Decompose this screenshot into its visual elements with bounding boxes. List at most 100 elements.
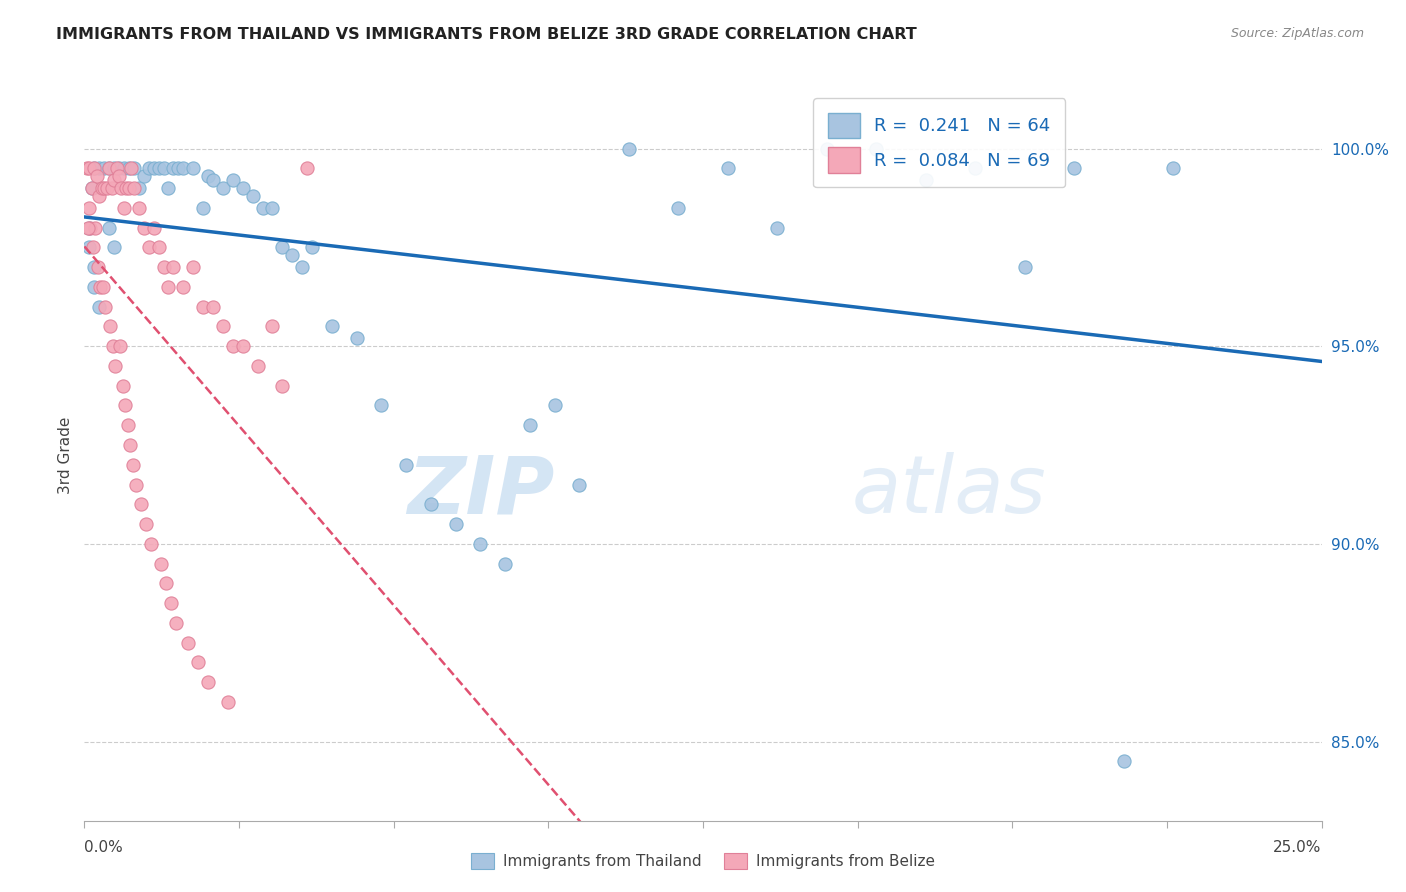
- Point: [222, 173, 245, 187]
- Point: [766, 220, 789, 235]
- Point: [617, 141, 640, 155]
- Point: [865, 141, 887, 155]
- Point: [101, 339, 124, 353]
- Point: [172, 280, 194, 294]
- Point: [172, 161, 194, 176]
- Point: [128, 201, 150, 215]
- Point: [108, 169, 131, 184]
- Point: [444, 517, 467, 532]
- Point: [252, 201, 274, 215]
- Point: [108, 339, 131, 353]
- Point: [152, 260, 174, 274]
- Point: [105, 161, 128, 176]
- Text: IMMIGRANTS FROM THAILAND VS IMMIGRANTS FROM BELIZE 3RD GRADE CORRELATION CHART: IMMIGRANTS FROM THAILAND VS IMMIGRANTS F…: [56, 27, 917, 42]
- Point: [222, 339, 245, 353]
- Point: [1161, 161, 1184, 176]
- Point: [815, 141, 838, 155]
- Point: [79, 220, 101, 235]
- Point: [197, 675, 219, 690]
- Point: [157, 280, 180, 294]
- Point: [94, 300, 117, 314]
- Point: [103, 173, 125, 187]
- Point: [76, 161, 98, 176]
- Point: [89, 300, 111, 314]
- Point: [157, 181, 180, 195]
- Point: [91, 280, 114, 294]
- Point: [162, 161, 184, 176]
- Point: [262, 201, 284, 215]
- Point: [271, 378, 294, 392]
- Point: [217, 695, 239, 709]
- Point: [202, 173, 225, 187]
- Point: [148, 240, 170, 254]
- Point: [543, 399, 565, 413]
- Point: [165, 615, 187, 630]
- Point: [271, 240, 294, 254]
- Point: [197, 169, 219, 184]
- Point: [395, 458, 418, 472]
- Point: [135, 517, 157, 532]
- Point: [914, 173, 936, 187]
- Point: [77, 220, 100, 235]
- Point: [83, 161, 105, 176]
- Point: [90, 181, 112, 195]
- Point: [138, 240, 160, 254]
- Point: [114, 399, 136, 413]
- Point: [115, 181, 138, 195]
- Point: [89, 280, 111, 294]
- Point: [242, 189, 264, 203]
- Point: [93, 161, 115, 176]
- Point: [79, 240, 101, 254]
- Point: [152, 161, 174, 176]
- Point: [301, 240, 323, 254]
- Point: [370, 399, 392, 413]
- Point: [1112, 755, 1135, 769]
- Text: ZIP: ZIP: [408, 452, 554, 531]
- Point: [187, 656, 209, 670]
- Point: [142, 161, 165, 176]
- Point: [79, 220, 101, 235]
- Point: [108, 161, 131, 176]
- Point: [212, 319, 235, 334]
- Point: [83, 260, 105, 274]
- Point: [138, 161, 160, 176]
- Point: [1014, 260, 1036, 274]
- Point: [191, 201, 214, 215]
- Point: [470, 537, 492, 551]
- Y-axis label: 3rd Grade: 3rd Grade: [58, 417, 73, 493]
- Point: [100, 181, 122, 195]
- Point: [132, 169, 155, 184]
- Point: [666, 201, 689, 215]
- Point: [98, 161, 121, 176]
- Point: [191, 300, 214, 314]
- Point: [83, 280, 105, 294]
- Point: [96, 181, 118, 195]
- Text: atlas: atlas: [852, 452, 1046, 531]
- Point: [141, 537, 163, 551]
- Point: [162, 260, 184, 274]
- Point: [122, 161, 145, 176]
- Point: [117, 418, 139, 433]
- Point: [155, 576, 177, 591]
- Point: [717, 161, 740, 176]
- Point: [568, 477, 591, 491]
- Point: [118, 438, 141, 452]
- Point: [295, 161, 318, 176]
- Point: [181, 260, 204, 274]
- Point: [519, 418, 541, 433]
- Point: [160, 596, 183, 610]
- Point: [291, 260, 314, 274]
- Point: [79, 201, 101, 215]
- Point: [419, 497, 441, 511]
- Point: [82, 240, 104, 254]
- Legend: Immigrants from Thailand, Immigrants from Belize: Immigrants from Thailand, Immigrants fro…: [464, 847, 942, 875]
- Point: [89, 189, 111, 203]
- Point: [98, 220, 121, 235]
- Point: [125, 477, 148, 491]
- Point: [122, 181, 145, 195]
- Point: [80, 181, 103, 195]
- Point: [103, 161, 125, 176]
- Point: [111, 378, 134, 392]
- Point: [89, 161, 111, 176]
- Point: [118, 161, 141, 176]
